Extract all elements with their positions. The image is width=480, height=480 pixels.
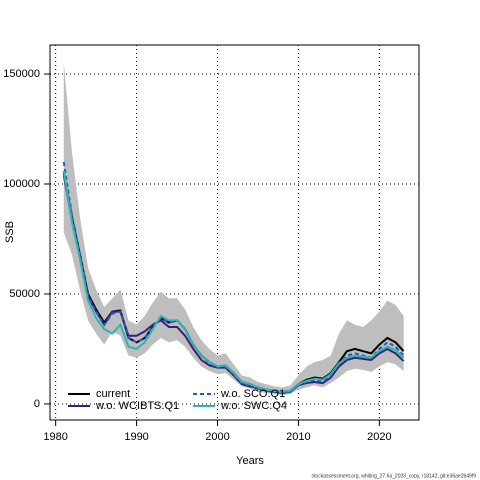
x-tick-label: 2000 xyxy=(205,431,229,443)
legend-label: w.o. SWC.Q4 xyxy=(220,400,287,412)
x-axis-label: Years xyxy=(236,455,264,467)
plot-frame xyxy=(49,44,420,421)
x-tick-label: 1980 xyxy=(43,431,67,443)
series-line xyxy=(62,161,405,394)
footnote: stockassessment.org, whiting_27.6a_2023_… xyxy=(312,473,477,479)
legend-label: w.o. SCO.Q1 xyxy=(220,388,285,400)
x-tick-label: 2010 xyxy=(286,431,310,443)
y-tick-label: 0 xyxy=(34,398,40,410)
x-tick-label: 1990 xyxy=(124,431,148,443)
y-tick-label: 150000 xyxy=(3,68,40,80)
legend-label: current xyxy=(96,388,130,400)
confidence-band xyxy=(63,63,404,396)
series-line xyxy=(62,170,405,393)
y-axis-label: SSB xyxy=(4,221,16,243)
y-tick-label: 100000 xyxy=(3,178,40,190)
legend-label: w.o. WCIBTS.Q1 xyxy=(95,400,179,412)
y-tick-label: 50000 xyxy=(9,288,40,300)
x-tick-label: 2020 xyxy=(367,431,391,443)
